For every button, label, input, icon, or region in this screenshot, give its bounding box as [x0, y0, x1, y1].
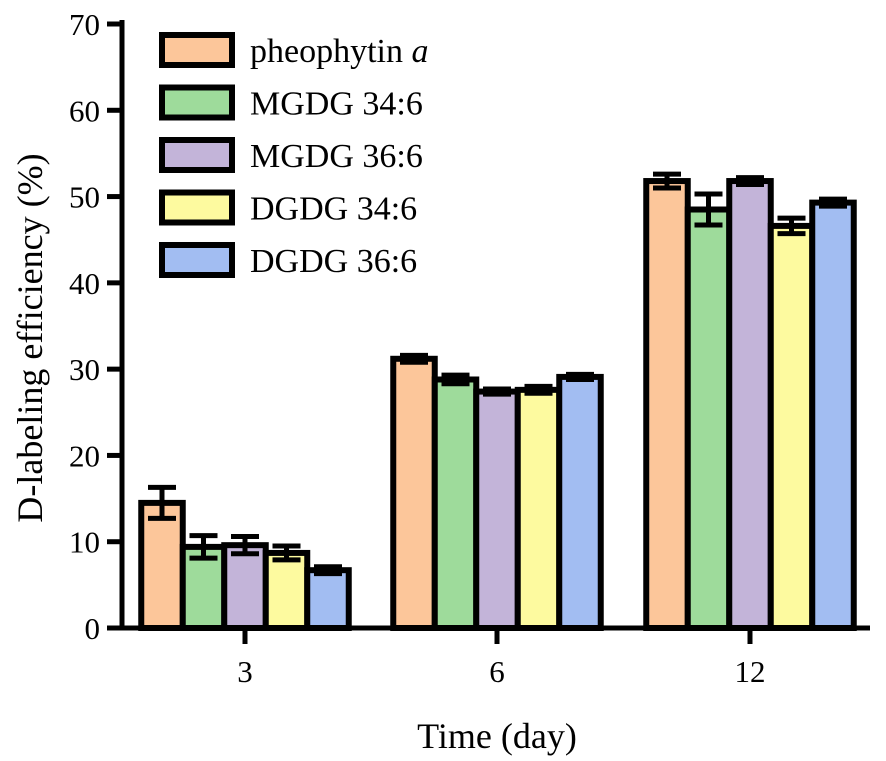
bar-pheophytin-day-6 [390, 355, 438, 631]
x-tick-label-3: 3 [237, 654, 253, 689]
y-tick-label-50: 50 [69, 180, 100, 215]
legend-swatch-1 [159, 32, 235, 68]
legend-swatch-5 [159, 242, 235, 278]
x-axis-title: Time (day) [417, 716, 577, 756]
bar-mgdg-34-6-day-12 [684, 206, 733, 631]
y-tick-label-10: 10 [69, 525, 100, 560]
legend-label-italic-suffix: a [411, 33, 428, 70]
bar-dgdg-34-6-day-3 [262, 549, 311, 632]
legend-label-3: MGDG 36:6 [250, 138, 423, 175]
axes-layer: 0 10 20 30 40 50 60 70 3 6 12 [69, 7, 870, 689]
y-tick-label-40: 40 [69, 266, 100, 301]
bar-mgdg-36-6-day-3 [221, 542, 269, 631]
legend-label-1: pheophytin a [250, 33, 428, 70]
y-tick-label-30: 30 [69, 352, 100, 387]
legend: pheophytin a MGDG 34:6 MGDG 36:6 DGDG 34:6 D… [159, 32, 428, 280]
bar-mgdg-36-6-day-12 [726, 178, 774, 631]
legend-label-4: DGDG 34:6 [250, 191, 417, 228]
bar-pheophytin-day-3 [138, 499, 186, 631]
bar-dgdg-34-6-day-12 [767, 222, 816, 631]
bar-mgdg-34-6-day-6 [431, 376, 480, 631]
bar-dgdg-34-6-day-6 [514, 386, 563, 632]
y-tick-label-20: 20 [69, 438, 100, 473]
legend-label-2: MGDG 34:6 [250, 86, 423, 123]
bar-dgdg-36-6-day-12 [809, 199, 857, 632]
y-tick-label-70: 70 [69, 7, 100, 42]
bar-mgdg-36-6-day-6 [473, 388, 521, 631]
x-tick-label-12: 12 [735, 654, 766, 689]
y-tick-label-0: 0 [85, 611, 101, 646]
x-tick-label-6: 6 [489, 654, 505, 689]
legend-swatch-2 [159, 84, 235, 121]
legend-label-5: DGDG 36:6 [250, 243, 417, 280]
legend-swatch-4 [159, 189, 235, 226]
bar-dgdg-36-6-day-3 [304, 567, 352, 632]
bar-dgdg-36-6-day-6 [556, 373, 604, 631]
bar-pheophytin-day-12 [643, 178, 691, 631]
bars-layer [138, 171, 857, 632]
y-axis-title: D-labeling efficiency (%) [10, 153, 50, 522]
legend-swatch-3 [159, 137, 235, 173]
y-tick-label-60: 60 [69, 93, 100, 128]
